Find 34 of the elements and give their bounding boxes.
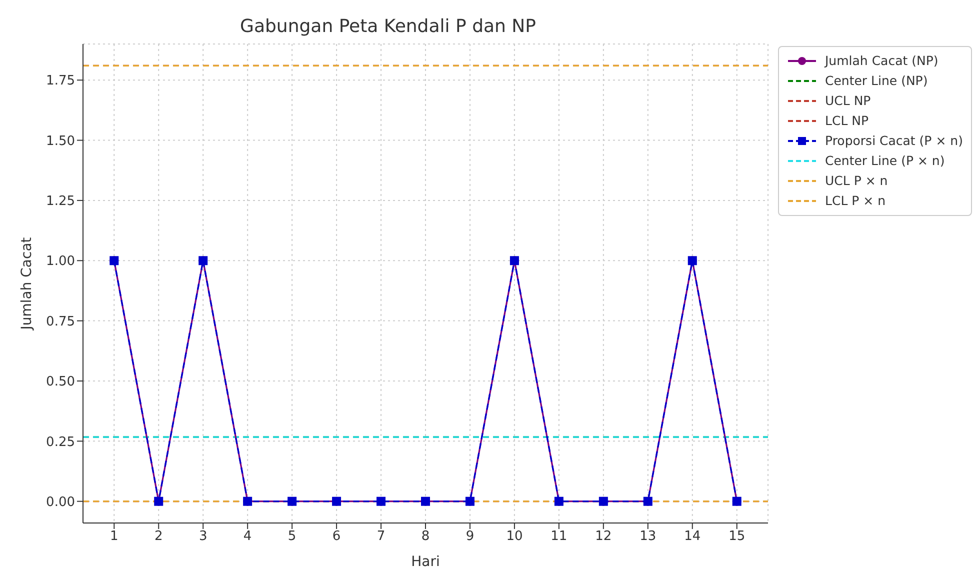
x-tick-label: 6 [332, 529, 341, 544]
chart-title: Gabungan Peta Kendali P dan NP [239, 16, 537, 37]
x-tick-label: 7 [376, 529, 386, 544]
y-axis-title: Jumlah Cacat [18, 236, 35, 331]
y-tick-label: 1.25 [46, 194, 75, 210]
x-tick-label: 10 [506, 529, 523, 544]
x-tick-label: 11 [550, 529, 568, 544]
legend-label: Center Line (NP) [825, 72, 928, 90]
x-tick-label: 15 [728, 529, 746, 544]
y-tick-label: 0.50 [46, 374, 75, 390]
legend-label: Center Line (P × n) [825, 152, 945, 170]
legend-label: LCL P × n [825, 192, 886, 210]
y-tick-label: 1.75 [46, 74, 75, 89]
x-tick-label: 1 [110, 529, 118, 544]
y-tick-label: 0.25 [46, 434, 75, 450]
x-tick-label: 5 [288, 529, 296, 544]
x-tick-label: 9 [466, 529, 474, 544]
legend-label: UCL NP [825, 92, 871, 110]
x-axis-title: Hari [411, 554, 440, 570]
x-tick-label: 4 [243, 529, 252, 544]
x-tick-label: 8 [421, 529, 430, 544]
y-tick-label: 0.75 [46, 314, 75, 330]
legend-label: UCL P × n [825, 172, 888, 190]
x-tick-label: 2 [154, 529, 163, 544]
y-tick-label: 0.00 [46, 494, 75, 510]
legend-label: LCL NP [825, 112, 869, 130]
x-tick-label: 14 [684, 529, 701, 544]
x-tick-label: 13 [640, 529, 656, 544]
x-tick-label: 12 [595, 529, 612, 544]
legend-label: Jumlah Cacat (NP) [825, 52, 938, 70]
legend-label: Proporsi Cacat (P × n) [825, 132, 963, 150]
x-tick-label: 3 [198, 529, 208, 544]
y-tick-label: 1.00 [46, 254, 75, 270]
y-tick-label: 1.50 [46, 134, 75, 149]
